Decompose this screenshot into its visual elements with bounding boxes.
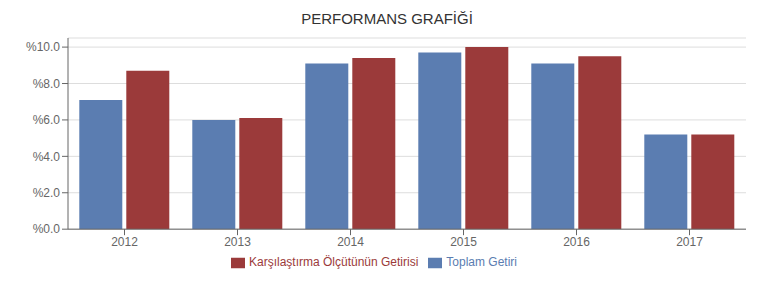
html-text:PERFORMANS GRAFİĞİ: PERFORMANS GRAFİĞİ — [301, 10, 473, 27]
svg-text:2015: 2015 — [450, 235, 477, 249]
svg-text:%6.0: %6.0 — [33, 113, 61, 127]
svg-text:2012: 2012 — [111, 235, 138, 249]
svg-text:%4.0: %4.0 — [33, 150, 61, 164]
svg-text:2016: 2016 — [563, 235, 590, 249]
svg-text:2017: 2017 — [676, 235, 703, 249]
html-text:Toplam Getiri: Toplam Getiri — [446, 255, 517, 270]
svg-text:%2.0: %2.0 — [33, 186, 61, 200]
svg-text:%8.0: %8.0 — [33, 77, 61, 91]
html-text:Karşılaştırma Ölçütünün Getiri: Karşılaştırma Ölçütünün Getirisi — [249, 255, 419, 270]
svg-text:2014: 2014 — [337, 235, 364, 249]
svg-text:%10.0: %10.0 — [26, 40, 60, 54]
svg-text:%0.0: %0.0 — [33, 222, 61, 236]
svg-text:2013: 2013 — [224, 235, 251, 249]
